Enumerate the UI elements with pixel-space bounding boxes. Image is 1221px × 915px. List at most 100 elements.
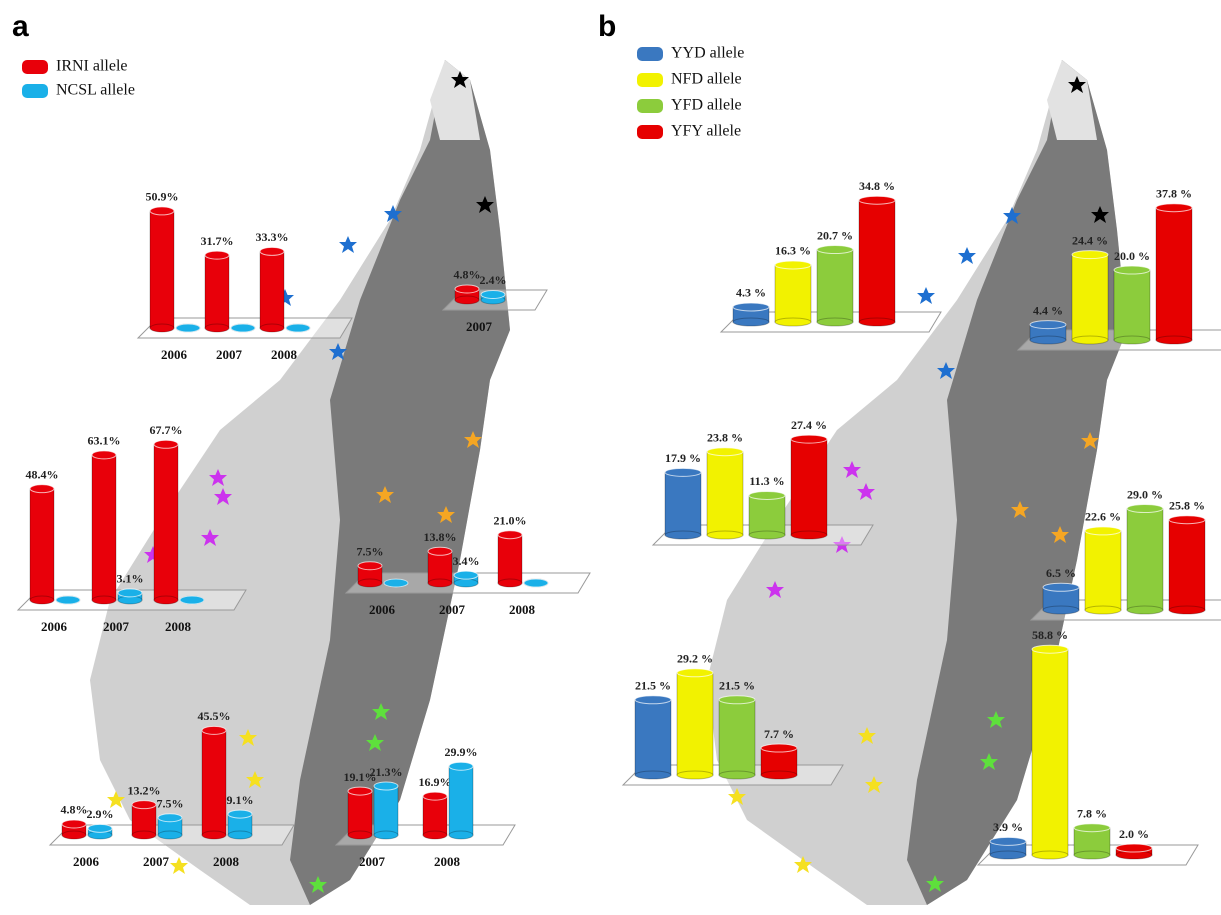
bar-cap [1031, 644, 1069, 654]
value-label: 4.4 % [1033, 303, 1063, 317]
bar [664, 471, 702, 536]
bar-cap [1029, 320, 1067, 330]
legend-swatch [22, 84, 48, 98]
bar-bottom [347, 830, 373, 840]
bar-cap [1042, 582, 1080, 592]
value-label: 7.7 % [764, 727, 794, 741]
category-label: 2008 [213, 854, 240, 869]
value-label: 16.9% [419, 775, 452, 789]
bar-cap [91, 450, 117, 460]
legend-swatch [637, 125, 663, 139]
bar-cap [1115, 843, 1153, 853]
value-label: 50.9% [146, 190, 179, 204]
legend-swatch [637, 47, 663, 61]
value-label: 63.1% [88, 434, 121, 448]
value-label: 58.8 % [1032, 628, 1068, 642]
category-label: 2006 [161, 347, 188, 362]
bar-cap [453, 570, 479, 580]
bar-bottom [454, 295, 480, 305]
panel-label: b [598, 10, 616, 43]
bar-bottom [718, 770, 756, 780]
value-label: 24.4 % [1072, 233, 1108, 247]
bar-bottom [153, 595, 179, 605]
bar-bottom [157, 830, 183, 840]
value-label: 21.5 % [635, 679, 671, 693]
bar-bottom [816, 317, 854, 327]
value-label: 7.5% [157, 797, 184, 811]
bar-cap [1073, 823, 1111, 833]
category-label: 2007 [359, 854, 386, 869]
bar-bottom [448, 830, 474, 840]
bar [718, 699, 756, 776]
bar-cap [131, 800, 157, 810]
bar-bottom [131, 830, 157, 840]
bar-bottom [149, 323, 175, 333]
bar-bottom [1084, 605, 1122, 615]
value-label: 37.8 % [1156, 186, 1192, 200]
bar-cap [29, 484, 55, 494]
bar-cap [227, 809, 253, 819]
bar-cap [149, 206, 175, 216]
bar [1031, 648, 1069, 856]
category-label: 2006 [369, 602, 396, 617]
bar-cap [523, 578, 549, 588]
bar-bottom [1029, 335, 1067, 345]
bar [1168, 519, 1206, 611]
bar [347, 790, 373, 836]
bar-cap [664, 467, 702, 477]
bar [29, 488, 55, 601]
bar [422, 795, 448, 836]
bar-cap [259, 246, 285, 256]
bar-bottom [201, 830, 227, 840]
bar-cap [774, 260, 812, 270]
bar-bottom [858, 317, 896, 327]
bar-cap [87, 823, 113, 833]
bar-bottom [227, 830, 253, 840]
bar-cap [1168, 515, 1206, 525]
bar [1071, 254, 1109, 341]
bar-bottom [790, 530, 828, 540]
value-label: 6.5 % [1046, 566, 1076, 580]
bar [1126, 508, 1164, 611]
bar-bottom [1031, 850, 1069, 860]
bar-cap [1113, 265, 1151, 275]
bar [634, 699, 672, 776]
category-label: 2008 [271, 347, 298, 362]
bar-cap [718, 695, 756, 705]
bar-cap [816, 245, 854, 255]
value-label: 48.4% [26, 467, 59, 481]
value-label: 31.7% [201, 234, 234, 248]
bar-cap [1155, 203, 1193, 213]
value-label: 13.8% [424, 530, 457, 544]
value-label: 13.2% [128, 783, 161, 797]
bar-cap [61, 819, 87, 829]
value-label: 25.8 % [1169, 498, 1205, 512]
value-label: 34.8 % [859, 179, 895, 193]
bar-cap [427, 546, 453, 556]
bar [204, 254, 230, 329]
bar-cap [201, 725, 227, 735]
bar [149, 210, 175, 329]
bar [748, 494, 786, 536]
bar-cap [175, 323, 201, 333]
bar [201, 729, 227, 836]
bar [706, 451, 744, 536]
bar-bottom [29, 595, 55, 605]
bar-bottom [1168, 605, 1206, 615]
legend-swatch [637, 73, 663, 87]
value-label: 2.9% [87, 807, 114, 821]
category-label: 2008 [509, 602, 536, 617]
bar-cap [497, 530, 523, 540]
bar-cap [1126, 504, 1164, 513]
bar-cap [989, 836, 1027, 846]
bar-cap [347, 786, 373, 796]
value-label: 29.0 % [1127, 487, 1163, 501]
legend-label: YFD allele [671, 97, 742, 114]
value-label: 33.3% [256, 230, 289, 244]
bar-bottom [989, 850, 1027, 860]
bar-bottom [760, 770, 798, 780]
legend-label: YYD allele [671, 45, 744, 62]
bar-bottom [357, 578, 383, 588]
value-label: 3.9 % [993, 820, 1023, 834]
